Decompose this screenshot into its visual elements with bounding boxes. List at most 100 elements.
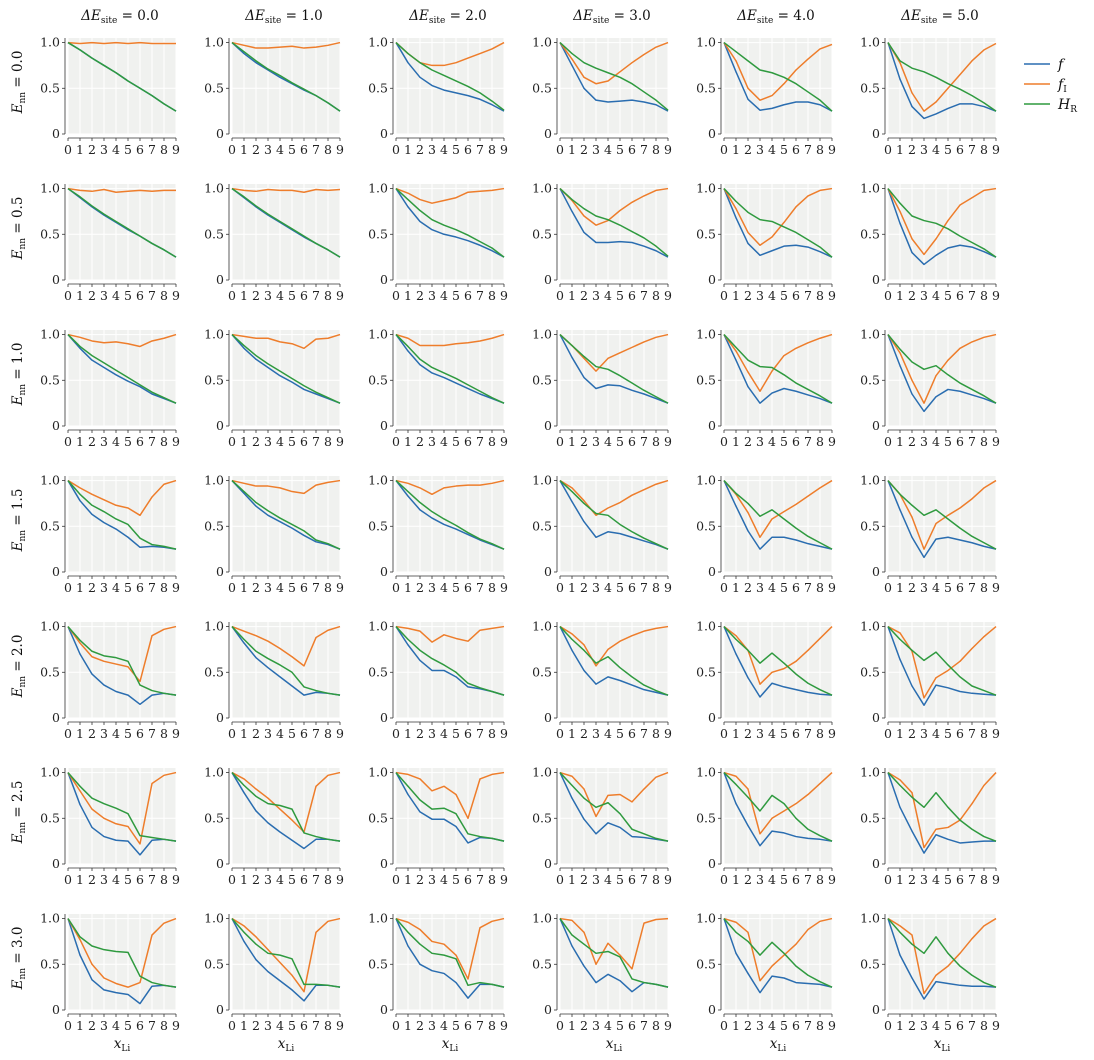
- panel-r3-c3: 00.51.00 1 2 3 4 5 6 7 8 9: [532, 473, 672, 595]
- grid: [67, 38, 177, 135]
- x-tick-label: 7: [640, 726, 648, 741]
- y-tick-label: 0: [216, 710, 224, 725]
- y-tick-label: 0: [872, 272, 880, 287]
- y-tick-label: 1.0: [204, 765, 224, 780]
- series-line-HR: [395, 188, 505, 258]
- x-tick-label: 7: [968, 580, 976, 595]
- x-tick-label: 6: [956, 872, 964, 887]
- x-tick-label: 4: [768, 580, 776, 595]
- x-tick-label: 1: [404, 580, 412, 595]
- x-tick-label: 8: [652, 142, 660, 157]
- series-line-f: [67, 772, 177, 856]
- x-tick-label: 6: [628, 726, 636, 741]
- series-line-HR: [395, 772, 505, 842]
- x-tick-label: 8: [324, 434, 332, 449]
- series-line-f: [723, 480, 833, 550]
- x-tick-label: 0: [884, 288, 892, 303]
- x-tick-label: 4: [604, 142, 612, 157]
- series-line-fI: [67, 917, 177, 988]
- panel-background: [724, 330, 832, 426]
- series-line-HR: [67, 41, 177, 112]
- x-tick-label: 9: [664, 288, 672, 303]
- x-tick-label: 5: [616, 1018, 624, 1033]
- column-header-3: ΔEsite = 3.0: [572, 8, 650, 26]
- x-tick-label: 8: [980, 434, 988, 449]
- x-tick-label: 6: [956, 288, 964, 303]
- x-tick-label: 3: [428, 872, 436, 887]
- panel-r2-c5: 00.51.00 1 2 3 4 5 6 7 8 9: [860, 327, 1000, 449]
- x-tick-label: 2: [252, 872, 260, 887]
- panel-r1-c3: 00.51.00 1 2 3 4 5 6 7 8 9: [532, 181, 672, 303]
- x-tick-label: 1: [732, 142, 740, 157]
- series-line-fI: [231, 479, 341, 495]
- x-tick-label: 2: [88, 872, 96, 887]
- x-tick-label: 4: [112, 434, 120, 449]
- x-tick-label: 0: [720, 872, 728, 887]
- x-tick-label: 9: [172, 288, 180, 303]
- series-line-HR: [559, 626, 669, 696]
- x-tick-label: 7: [476, 580, 484, 595]
- x-tick-label: 6: [300, 872, 308, 887]
- y-tick-label: 1.0: [532, 35, 552, 50]
- y-tick-label: 1.0: [40, 765, 60, 780]
- x-tick-label: 6: [464, 726, 472, 741]
- column-header-1: ΔEsite = 1.0: [244, 8, 322, 26]
- y-tick-label: 1.0: [860, 181, 880, 196]
- x-tick-label: 6: [792, 872, 800, 887]
- x-tick-label: 5: [288, 726, 296, 741]
- y-tick-label: 0: [52, 564, 60, 579]
- panel-r4-c0: 00.51.00 1 2 3 4 5 6 7 8 9: [40, 619, 180, 741]
- panel-r4-c3: 00.51.00 1 2 3 4 5 6 7 8 9: [532, 619, 672, 741]
- y-tick-label: 0: [544, 564, 552, 579]
- x-tick-label: 8: [980, 872, 988, 887]
- series-line-fI: [231, 41, 341, 49]
- x-tick-label: 0: [392, 434, 400, 449]
- x-tick-label: 4: [932, 1018, 940, 1033]
- y-tick-label: 1.0: [532, 327, 552, 342]
- x-tick-label: 6: [300, 580, 308, 595]
- legend-label-HR: HR: [1057, 97, 1077, 115]
- panel-background: [68, 184, 176, 280]
- x-tick-label: 1: [568, 288, 576, 303]
- x-tick-label: 1: [896, 288, 904, 303]
- y-tick-label: 0: [380, 272, 388, 287]
- x-tick-label: 8: [980, 142, 988, 157]
- panel-background: [396, 476, 504, 572]
- x-tick-label: 2: [88, 1018, 96, 1033]
- series-line-HR: [67, 334, 177, 404]
- x-tick-label: 5: [944, 434, 952, 449]
- grid: [67, 184, 177, 281]
- y-tick-label: 0: [380, 710, 388, 725]
- x-tick-label: 6: [628, 288, 636, 303]
- series-line-fI: [559, 771, 669, 818]
- x-tick-label: 4: [440, 1018, 448, 1033]
- x-tick-label: 5: [124, 726, 132, 741]
- x-tick-label: 3: [264, 142, 272, 157]
- x-tick-label: 0: [64, 872, 72, 887]
- x-tick-label: 5: [944, 726, 952, 741]
- x-tick-label: 3: [920, 288, 928, 303]
- x-tick-label: 8: [488, 434, 496, 449]
- x-tick-label: 7: [804, 288, 812, 303]
- x-tick-label: 0: [556, 726, 564, 741]
- x-tick-label: 7: [804, 1018, 812, 1033]
- panel-r0-c2: 00.51.00 1 2 3 4 5 6 7 8 9: [368, 35, 508, 157]
- legend-label-fI: fI: [1057, 77, 1067, 95]
- series-line-HR: [231, 626, 341, 696]
- x-tick-label: 9: [336, 142, 344, 157]
- panel-background: [560, 330, 668, 426]
- x-tick-label: 9: [828, 872, 836, 887]
- x-tick-label: 3: [264, 1018, 272, 1033]
- series-line-f: [395, 480, 505, 550]
- x-tick-label: 4: [112, 288, 120, 303]
- x-tick-label: 0: [228, 726, 236, 741]
- x-tick-label: 5: [288, 580, 296, 595]
- x-tick-label: 6: [136, 872, 144, 887]
- y-tick-label: 0: [52, 272, 60, 287]
- y-tick-label: 0.5: [204, 226, 224, 241]
- grid: [395, 184, 505, 281]
- x-tick-label: 7: [968, 726, 976, 741]
- series-line-HR: [887, 480, 997, 550]
- x-tick-label: 0: [720, 1018, 728, 1033]
- y-tick-label: 1.0: [204, 619, 224, 634]
